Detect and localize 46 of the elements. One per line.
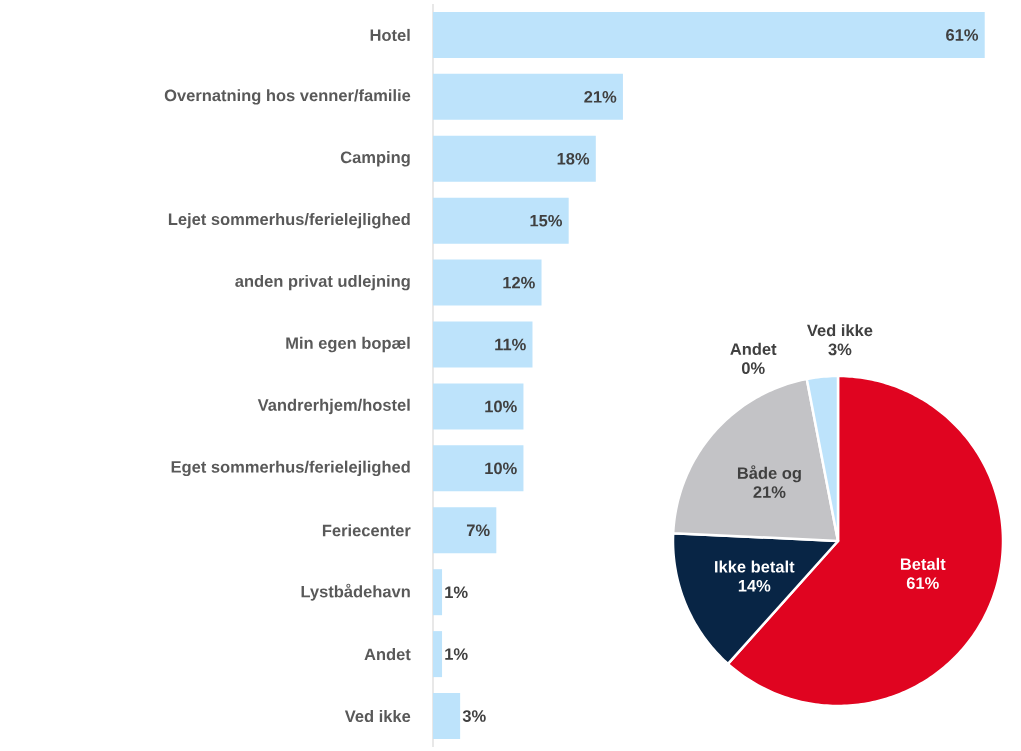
data-label: 10% xyxy=(485,400,517,413)
y-tick-label: Camping xyxy=(340,151,410,167)
bar xyxy=(433,73,623,120)
data-label: 12% xyxy=(503,276,535,289)
bar xyxy=(433,569,443,616)
data-label: 3% xyxy=(462,710,486,722)
data-label: 11% xyxy=(495,338,526,351)
bar xyxy=(433,693,461,740)
y-tick-label: anden privat udlejning xyxy=(235,274,410,291)
y-tick-label: Vandrerhjem/hostel xyxy=(257,398,410,415)
data-label: 61% xyxy=(946,29,979,41)
bar xyxy=(433,507,497,554)
bar xyxy=(433,445,524,492)
slice-label: Ikke betalt xyxy=(715,560,795,573)
data-label: 3% xyxy=(828,343,852,356)
bar xyxy=(433,197,569,244)
data-label: 21% xyxy=(584,91,617,103)
data-label: 61% xyxy=(906,577,939,589)
data-label: 14% xyxy=(738,579,771,592)
data-label: 21% xyxy=(753,486,786,498)
bar xyxy=(433,259,542,306)
slice-label: Både og xyxy=(737,465,801,483)
y-tick-label: Feriecenter xyxy=(322,524,411,537)
y-tick-label: Overnatning hos venner/familie xyxy=(164,89,411,105)
bar xyxy=(433,631,443,678)
y-tick-label: Ved ikke xyxy=(344,709,411,723)
data-label: 15% xyxy=(530,214,563,227)
data-label: 18% xyxy=(557,152,590,165)
y-tick-label: Hotel xyxy=(370,28,410,42)
text: 0% xyxy=(741,362,765,374)
y-tick-label: Lejet sommerhus/ferielejlighed xyxy=(168,212,410,229)
bar xyxy=(433,11,985,58)
category-label: Andet xyxy=(730,342,777,355)
data-label: 1% xyxy=(445,648,468,660)
data-label: 10% xyxy=(485,462,517,475)
slice-label: Betalt xyxy=(900,557,946,570)
data-label: 1% xyxy=(445,586,468,598)
y-tick-label: Lystbådehavn xyxy=(301,583,410,601)
y-tick-label: Eget sommerhus/ferielejlighed xyxy=(171,460,410,477)
bar xyxy=(433,135,596,182)
y-tick-label: Min egen bopæl xyxy=(286,336,410,353)
data-label: 7% xyxy=(466,524,490,537)
bar xyxy=(433,321,533,368)
bar xyxy=(433,383,524,430)
y-tick-label: Andet xyxy=(364,648,411,661)
slice-label: Ved ikke xyxy=(807,324,873,337)
